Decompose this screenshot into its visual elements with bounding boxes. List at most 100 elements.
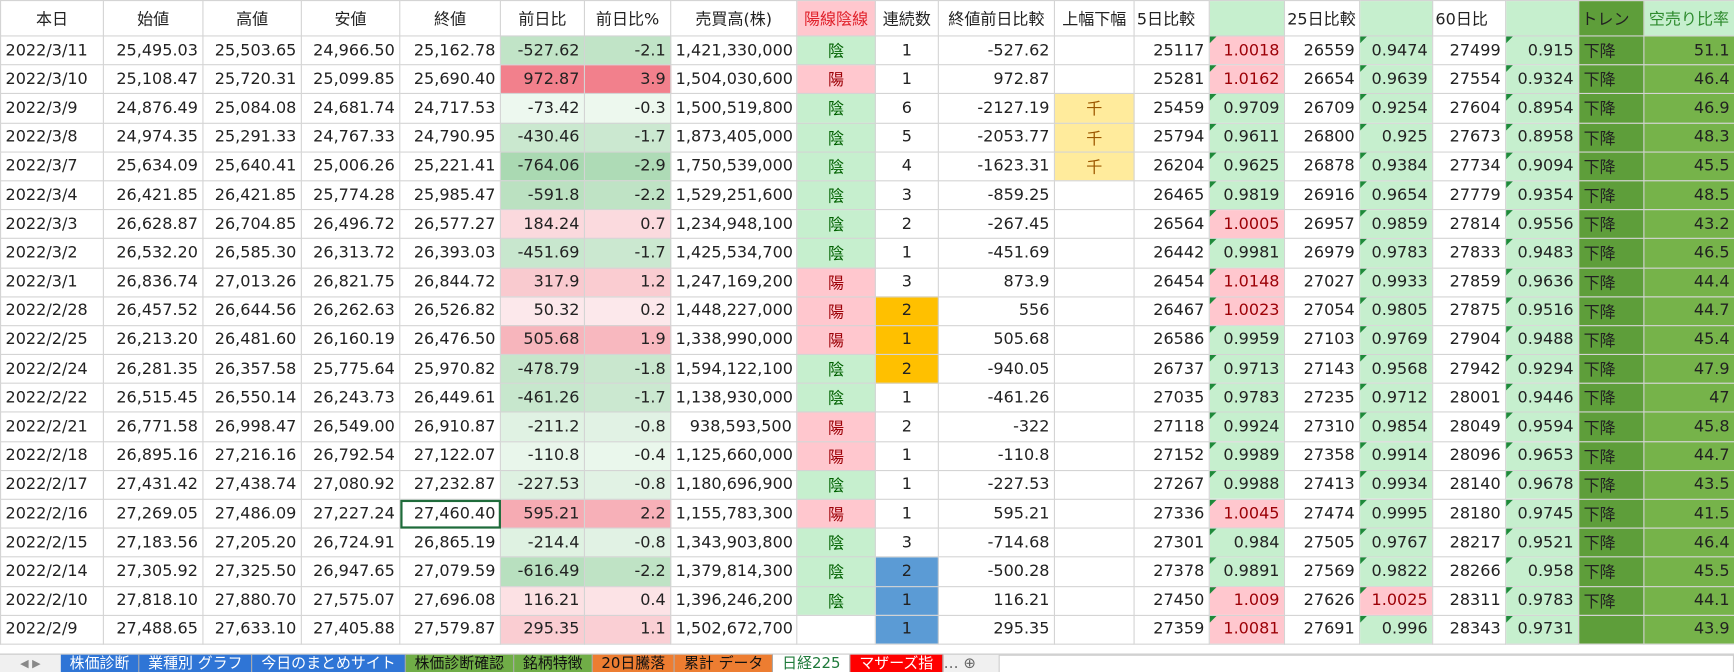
- header-cell[interactable]: 25日比較: [1283, 0, 1361, 37]
- cell[interactable]: 3: [874, 267, 939, 298]
- cell[interactable]: 27,405.88: [300, 614, 401, 645]
- cell[interactable]: 0.9783: [1208, 382, 1286, 413]
- cell[interactable]: 26,496.72: [300, 209, 401, 240]
- cell[interactable]: 27554: [1432, 64, 1507, 95]
- cell[interactable]: 27,205.20: [202, 527, 302, 558]
- cell[interactable]: 26,895.16: [102, 440, 204, 471]
- cell[interactable]: [1053, 498, 1135, 529]
- header-cell[interactable]: 上幅下幅: [1053, 0, 1135, 37]
- cell[interactable]: 116.21: [937, 585, 1055, 616]
- cell[interactable]: 陰: [796, 585, 876, 616]
- cell[interactable]: -2.2: [583, 556, 672, 587]
- cell[interactable]: 26467: [1133, 296, 1210, 327]
- cell[interactable]: 595.21: [499, 498, 586, 529]
- cell[interactable]: 下降: [1578, 35, 1645, 66]
- header-cell[interactable]: 本日: [0, 0, 104, 37]
- cell[interactable]: 2022/2/28: [0, 296, 104, 327]
- cell[interactable]: 陽: [796, 440, 876, 471]
- cell[interactable]: 下降: [1578, 151, 1645, 182]
- cell[interactable]: 1.0018: [1208, 35, 1286, 66]
- header-cell[interactable]: 終値: [399, 0, 501, 37]
- cell[interactable]: 505.68: [937, 324, 1055, 356]
- cell[interactable]: -2.9: [583, 151, 672, 182]
- cell[interactable]: 25,291.33: [202, 122, 302, 153]
- cell[interactable]: 317.9: [499, 267, 586, 298]
- cell[interactable]: [1053, 585, 1135, 616]
- cell[interactable]: 27336: [1133, 498, 1210, 529]
- cell[interactable]: 25,970.82: [399, 353, 501, 385]
- cell[interactable]: 0.996: [1359, 614, 1434, 645]
- cell[interactable]: 0.9981: [1208, 238, 1286, 269]
- cell[interactable]: 27814: [1432, 209, 1507, 240]
- cell[interactable]: 26,550.14: [202, 382, 302, 413]
- cell[interactable]: 25,985.47: [399, 180, 501, 211]
- cell[interactable]: 46.4: [1643, 527, 1734, 558]
- cell[interactable]: [1053, 411, 1135, 442]
- cell[interactable]: -214.4: [499, 527, 586, 558]
- cell[interactable]: 1: [874, 324, 939, 356]
- cell[interactable]: 28001: [1432, 382, 1507, 413]
- cell[interactable]: 51.1: [1643, 35, 1734, 66]
- cell[interactable]: 26,704.85: [202, 209, 302, 240]
- cell[interactable]: 26,821.75: [300, 267, 401, 298]
- cell[interactable]: 27,438.74: [202, 469, 302, 500]
- cell[interactable]: 25,640.41: [202, 151, 302, 182]
- cell[interactable]: 25,162.78: [399, 35, 501, 66]
- cell[interactable]: 1.0081: [1208, 614, 1286, 645]
- cell[interactable]: 0.984: [1208, 527, 1286, 558]
- cell[interactable]: -227.53: [499, 469, 586, 500]
- cell[interactable]: 26,262.63: [300, 296, 401, 327]
- cell[interactable]: 26564: [1133, 209, 1210, 240]
- cell[interactable]: 27,431.42: [102, 469, 204, 500]
- cell[interactable]: 27035: [1133, 382, 1210, 413]
- cell[interactable]: 48.5: [1643, 180, 1734, 211]
- cell[interactable]: [1053, 296, 1135, 327]
- cell[interactable]: 0.9767: [1359, 527, 1434, 558]
- cell[interactable]: 0.9488: [1505, 324, 1580, 356]
- cell[interactable]: 26,213.20: [102, 324, 204, 356]
- cell[interactable]: 0.9769: [1359, 324, 1434, 356]
- cell[interactable]: 26957: [1283, 209, 1361, 240]
- cell[interactable]: 0.9324: [1505, 64, 1580, 95]
- cell[interactable]: -451.69: [937, 238, 1055, 269]
- cell[interactable]: 24,974.35: [102, 122, 204, 153]
- cell[interactable]: -2.2: [583, 180, 672, 211]
- sheet-tab[interactable]: 累計 データ: [675, 654, 774, 672]
- cell[interactable]: 26,357.58: [202, 353, 302, 385]
- cell[interactable]: [1053, 556, 1135, 587]
- cell[interactable]: 1: [874, 585, 939, 616]
- cell[interactable]: 2022/3/9: [0, 93, 104, 124]
- cell[interactable]: 1,502,672,700: [670, 614, 798, 645]
- cell[interactable]: 27103: [1283, 324, 1361, 356]
- cell[interactable]: [1053, 382, 1135, 413]
- cell[interactable]: 26,865.19: [399, 527, 501, 558]
- cell[interactable]: 1,750,539,000: [670, 151, 798, 182]
- cell[interactable]: 下降: [1578, 93, 1645, 124]
- cell[interactable]: 26,644.56: [202, 296, 302, 327]
- cell[interactable]: -0.3: [583, 93, 672, 124]
- cell[interactable]: 26,476.50: [399, 324, 501, 356]
- cell[interactable]: 26,243.73: [300, 382, 401, 413]
- sheet-tab[interactable]: 日経225: [773, 654, 851, 672]
- cell[interactable]: 26800: [1283, 122, 1361, 153]
- cell[interactable]: 27,080.92: [300, 469, 401, 500]
- sheet-tab[interactable]: 銘柄特徴: [514, 654, 593, 672]
- cell[interactable]: 50.32: [499, 296, 586, 327]
- cell[interactable]: 陽: [796, 64, 876, 95]
- header-cell[interactable]: [1505, 0, 1580, 37]
- cell[interactable]: 27499: [1432, 35, 1507, 66]
- cell[interactable]: 27,880.70: [202, 585, 302, 616]
- cell[interactable]: 千: [1053, 93, 1135, 124]
- cell[interactable]: 0.9474: [1359, 35, 1434, 66]
- cell[interactable]: 27833: [1432, 238, 1507, 269]
- cell[interactable]: 0.7: [583, 209, 672, 240]
- cell[interactable]: 26916: [1283, 180, 1361, 211]
- cell[interactable]: 25794: [1133, 122, 1210, 153]
- cell[interactable]: 28217: [1432, 527, 1507, 558]
- cell[interactable]: 972.87: [499, 64, 586, 95]
- cell[interactable]: 27626: [1283, 585, 1361, 616]
- cell[interactable]: 千: [1053, 151, 1135, 182]
- cell[interactable]: 0.9989: [1208, 440, 1286, 471]
- cell[interactable]: 1,180,696,900: [670, 469, 798, 500]
- cell[interactable]: 0.4: [583, 585, 672, 616]
